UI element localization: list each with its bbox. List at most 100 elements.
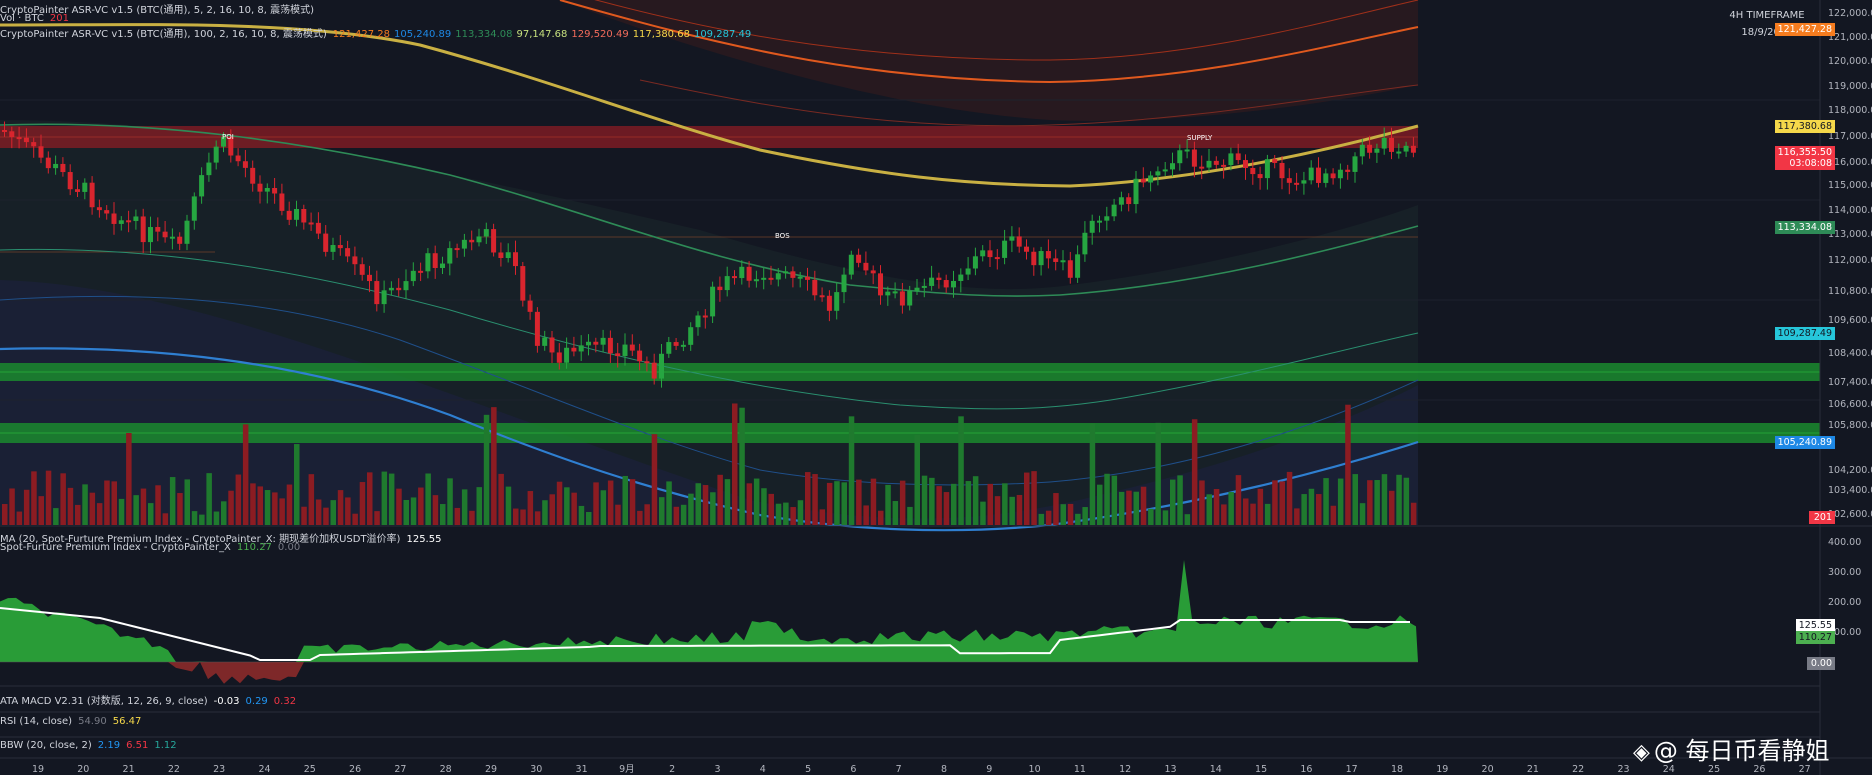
price-tag-yellow-ma: 117,380.68 <box>1774 120 1835 133</box>
candle-body <box>1367 144 1373 153</box>
volume-bar <box>1264 503 1271 525</box>
time-axis-label: 22 <box>168 764 180 775</box>
time-axis-label: 8 <box>941 764 947 775</box>
candle-body <box>1374 148 1380 153</box>
macd-value-3: 0.32 <box>273 696 297 707</box>
volume-bar <box>1206 494 1212 525</box>
macd-value-1: -0.03 <box>213 696 240 707</box>
volume-bar <box>1009 496 1015 525</box>
ma-yellow <box>0 23 1419 188</box>
volume-bar <box>118 498 125 525</box>
volume-bar <box>1410 502 1417 525</box>
indicator-bbw[interactable]: BBW (20, close, 2) 2.19 6.51 1.12 <box>0 740 183 751</box>
candle-body <box>724 276 730 291</box>
volume-bar <box>1097 484 1103 525</box>
price-axis-label: 114,000.00 <box>1828 205 1872 216</box>
volume-bar <box>323 507 329 525</box>
candle-body <box>629 344 635 351</box>
premium-axis-label: 300.00 <box>1828 567 1861 578</box>
price-axis[interactable]: 122,000.00 121,000.00 120,000.00 119,000.00… <box>1828 8 1872 520</box>
price-tag-green-band: 113,334.08 <box>1774 221 1835 234</box>
candle-body <box>965 268 971 275</box>
candle-body <box>972 256 978 269</box>
volume-bar <box>659 497 665 525</box>
candle-body <box>1221 164 1227 167</box>
volume-bar <box>352 513 358 525</box>
volume-bar <box>418 487 424 525</box>
price-axis-label: 118,000.00 <box>1828 105 1872 116</box>
indicator-vol[interactable]: Vol · BTC 201 <box>0 13 75 24</box>
volume-bar <box>783 502 789 525</box>
volume-bar <box>1316 494 1322 525</box>
time-axis-label: 25 <box>304 764 316 775</box>
candle-body <box>1352 156 1358 172</box>
volume-bar <box>899 480 906 525</box>
volume-bar <box>1075 513 1081 525</box>
candle-body <box>162 231 168 238</box>
premium-ma-line <box>0 607 1410 661</box>
candle-body <box>447 248 453 264</box>
indicator-asr-vc-100[interactable]: CryptoPainter ASR-VC v1.5 (BTC(通用), 100,… <box>0 25 757 40</box>
candle-body <box>286 210 292 220</box>
volume-bar <box>1089 423 1096 525</box>
candle-body <box>491 229 497 253</box>
premium-axis-label: 100.00 <box>1828 627 1861 638</box>
volume-bar <box>593 482 599 525</box>
volume-bar <box>199 514 205 525</box>
price-axis-label: 119,000.00 <box>1828 81 1872 92</box>
time-axis-label: 26 <box>1753 764 1765 775</box>
volume-bar <box>374 511 380 525</box>
candle-body <box>396 287 402 291</box>
volume-bar <box>929 477 935 525</box>
candle-body <box>783 271 789 274</box>
candle-body <box>104 210 110 214</box>
candle-body <box>1257 174 1263 179</box>
volume-bar <box>221 501 227 525</box>
candle-body <box>797 276 803 279</box>
candle-body <box>60 163 66 173</box>
band-value-3: 113,334.08 <box>455 29 513 40</box>
candle-body <box>863 262 869 271</box>
price-axis-label: 116,000.00 <box>1828 157 1872 168</box>
candle-body <box>885 291 891 296</box>
candle-body <box>1177 150 1183 164</box>
candle-body <box>1396 151 1402 154</box>
candle-body <box>739 266 745 279</box>
lower-band-fill <box>0 280 1418 525</box>
volume-bar <box>972 476 979 525</box>
premium-axis[interactable]: 400.00 300.00 200.00 100.00 <box>1828 537 1861 638</box>
time-axis-label: 26 <box>349 764 361 775</box>
volume-bar <box>2 504 8 525</box>
candle-body <box>951 280 956 288</box>
candle-body <box>1009 236 1015 241</box>
time-axis-label: 19 <box>1436 764 1448 775</box>
volume-bar <box>257 486 263 525</box>
indicator-rsi[interactable]: RSI (14, close) 54.90 56.47 <box>0 716 147 727</box>
candle-body <box>520 266 526 301</box>
candle-body <box>2 130 7 132</box>
candle-body <box>1104 216 1110 221</box>
candle-body <box>1359 144 1365 157</box>
band-value-6: 117,380.68 <box>632 29 690 40</box>
candle-body <box>929 277 935 286</box>
volume-bar <box>965 481 972 525</box>
candle-body <box>221 136 226 147</box>
volume-bar <box>89 492 96 525</box>
volume-bar <box>863 505 869 525</box>
candle-body <box>1148 175 1154 183</box>
indicator-macd[interactable]: ATA MACD V2.31 (对数版, 12, 26, 9, close) -0… <box>0 692 302 707</box>
volume-bar <box>1024 472 1030 525</box>
indicator-premium-ma[interactable]: MA (20, Spot-Furture Premium Index - Cry… <box>0 530 447 545</box>
time-axis[interactable]: 19 20 21 22 23 24 25 26 27 28 29 30 31 9月 2 3 4 5 6 7 8 9 10 11… <box>32 764 1811 775</box>
indicator-premium[interactable]: Spot-Furture Premium Index - CryptoPaint… <box>0 542 306 553</box>
indicator-name: BBW (20, close, 2) <box>0 740 92 751</box>
price-axis-label: 103,400.00 <box>1828 485 1872 496</box>
volume-bar <box>629 479 636 525</box>
volume-bar <box>330 500 336 525</box>
candle-body <box>242 161 248 168</box>
premium-area <box>0 560 1418 662</box>
volume-bar <box>162 513 169 525</box>
indicator-asr-vc-5[interactable]: CryptoPainter ASR-VC v1.5 (BTC(通用), 5, 2… <box>0 1 320 16</box>
volume-bar <box>148 503 154 525</box>
